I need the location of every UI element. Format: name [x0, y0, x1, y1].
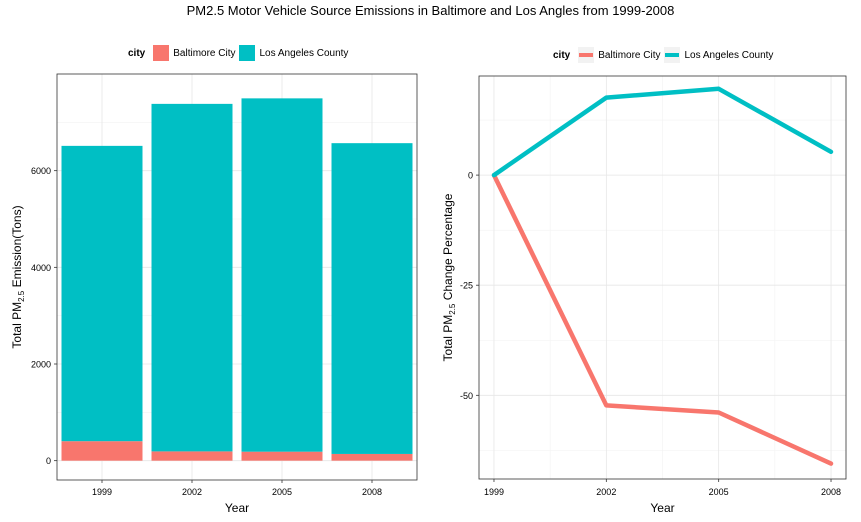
bar-la-2005 [241, 98, 323, 452]
bar-baltimore-2002 [151, 451, 233, 461]
bar-la-2002 [151, 103, 233, 452]
legend-title: city [128, 47, 146, 59]
bar-baltimore-1999 [61, 441, 143, 461]
x-axis-title: Year [225, 501, 249, 515]
legend-line-chart: city Baltimore City Los Angeles County [553, 47, 777, 63]
legend-entry-la: Los Angeles County [239, 45, 348, 61]
legend-swatch-baltimore [578, 47, 595, 63]
series-line-la [491, 86, 834, 178]
bar-la-1999 [61, 145, 143, 442]
x-tick-label: 2002 [182, 487, 202, 497]
x-tick-label: 2005 [272, 487, 292, 497]
y-tick-label: -25 [460, 281, 473, 291]
y-tick-label: 4000 [31, 263, 51, 273]
legend-bar-chart: city Baltimore City Los Angeles County [128, 45, 352, 61]
y-tick-label: 6000 [31, 166, 51, 176]
y-tick-label: 0 [46, 456, 51, 466]
legend-entry-baltimore: Baltimore City [153, 45, 235, 61]
legend-label-la: Los Angeles County [259, 47, 349, 59]
legend-label-la: Los Angeles County [684, 49, 774, 61]
bar-baltimore-2008 [331, 453, 413, 461]
legend-swatch-baltimore [153, 45, 170, 61]
legend-entry-la: Los Angeles County [664, 47, 773, 63]
y-tick-label: 2000 [31, 360, 51, 370]
y-tick-label: -50 [460, 391, 473, 401]
legend-title: city [553, 49, 571, 61]
x-tick-label: 1999 [92, 487, 112, 497]
legend-label-baltimore: Baltimore City [598, 49, 661, 61]
x-axis-title: Year [650, 501, 674, 515]
plot-border [56, 73, 418, 481]
y-tick-label: 0 [468, 171, 473, 181]
x-tick-label: 1999 [484, 487, 504, 497]
bar-baltimore-2005 [241, 451, 323, 461]
chart-title: PM2.5 Motor Vehicle Source Emissions in … [186, 3, 675, 18]
legend-swatch-la [664, 47, 681, 63]
y-axis-title: Total PM2.5 Change Percentage [441, 193, 457, 361]
bar-la-2008 [331, 143, 413, 454]
legend-swatch-la [239, 45, 256, 61]
x-tick-label: 2008 [821, 487, 841, 497]
y-axis-title: Total PM2.5 Emission(Tons) [10, 205, 26, 348]
legend-entry-baltimore: Baltimore City [578, 47, 660, 63]
x-tick-label: 2005 [709, 487, 729, 497]
plot-border [478, 75, 847, 480]
legend-label-baltimore: Baltimore City [173, 47, 236, 59]
x-tick-label: 2008 [362, 487, 382, 497]
series-line-baltimore [491, 172, 834, 466]
x-tick-label: 2002 [596, 487, 616, 497]
